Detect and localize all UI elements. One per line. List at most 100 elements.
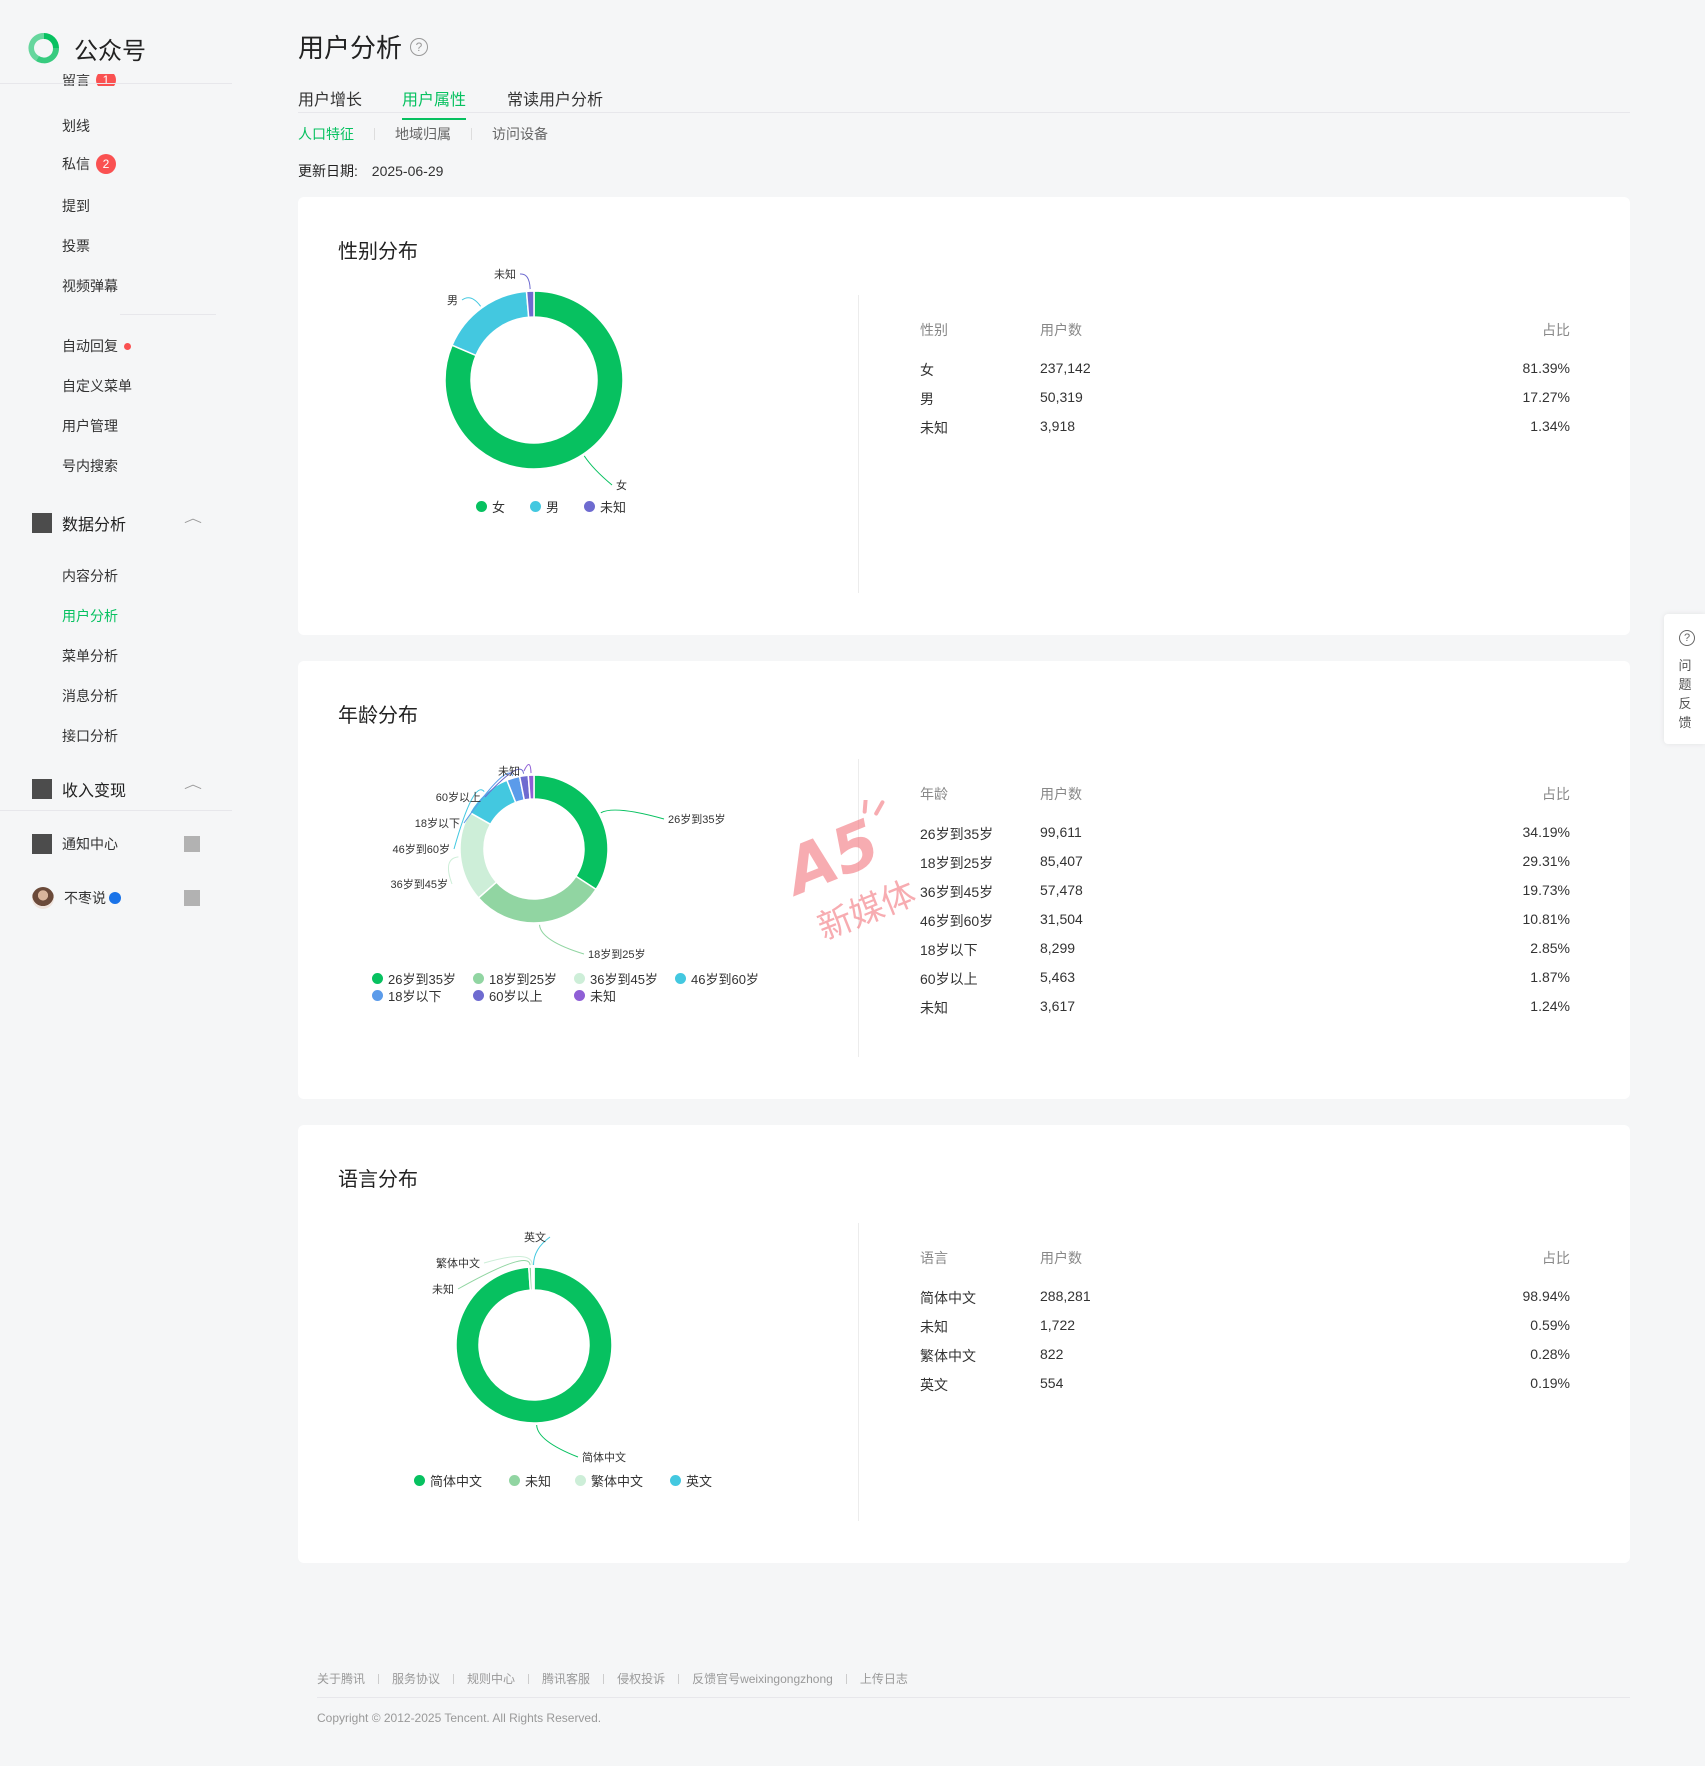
legend-item[interactable]: 未知 xyxy=(584,497,626,516)
sidebar-group-data-analysis[interactable]: 数据分析 ︿ xyxy=(32,511,202,535)
label-leader-line xyxy=(484,768,525,798)
sidebar-item-label: 视频弹幕 xyxy=(62,278,118,294)
legend-label: 60岁以上 xyxy=(489,989,543,1004)
update-date: 更新日期: 2025-06-29 xyxy=(298,161,443,181)
pie-slice[interactable] xyxy=(459,811,498,900)
footer-link[interactable]: 服务协议 xyxy=(392,1672,441,1686)
card-title: 语言分布 xyxy=(338,1169,418,1191)
legend-dot-icon xyxy=(372,990,383,1001)
legend-item[interactable]: 英文 xyxy=(670,1471,712,1490)
subtab-demographics[interactable]: 人口特征 xyxy=(298,126,354,142)
sidebar-item-label: 消息分析 xyxy=(62,688,118,704)
table-row: 男 50,319 17.27% xyxy=(920,389,1570,407)
sidebar-group-monetization[interactable]: 收入变现 ︿ xyxy=(32,777,202,801)
legend-label: 未知 xyxy=(600,500,627,515)
verified-icon xyxy=(109,892,121,904)
tab-user-growth[interactable]: 用户增长 xyxy=(298,92,363,109)
legend-item[interactable]: 60岁以上 xyxy=(473,986,542,1005)
pie-slice[interactable] xyxy=(451,290,530,357)
legend-item[interactable]: 46岁到60岁 xyxy=(675,969,759,988)
legend-item[interactable]: 26岁到35岁 xyxy=(372,969,456,988)
sidebar-item-message-analysis[interactable]: 消息分析 xyxy=(62,686,118,706)
card-divider xyxy=(858,1223,859,1521)
legend-item[interactable]: 简体中文 xyxy=(414,1471,482,1490)
slice-label: 未知 xyxy=(498,764,520,778)
sidebar-item-votes[interactable]: 投票 xyxy=(62,236,90,256)
sidebar-item-user-analysis[interactable]: 用户分析 xyxy=(62,606,118,626)
language-donut-chart: 简体中文 未知 繁体中文 英文 xyxy=(432,1230,626,1464)
legend-dot-icon xyxy=(670,1475,681,1486)
avatar xyxy=(32,887,54,909)
logo-divider xyxy=(0,83,232,84)
row-category: 36岁到45岁 xyxy=(920,884,994,900)
column-header: 占比 xyxy=(1542,1250,1570,1266)
footer-link[interactable]: 规则中心 xyxy=(467,1672,516,1686)
legend-item[interactable]: 18岁以下 xyxy=(372,986,441,1005)
sidebar-item-user-management[interactable]: 用户管理 xyxy=(62,416,118,436)
legend-item[interactable]: 女 xyxy=(476,497,505,516)
row-category: 18岁以下 xyxy=(920,942,978,958)
feedback-label: 问题反馈 xyxy=(1678,658,1692,730)
sidebar-item-label: 菜单分析 xyxy=(62,648,118,664)
feedback-button[interactable]: ? 问题反馈 xyxy=(1664,614,1705,744)
row-percent: 1.24% xyxy=(1530,998,1570,1014)
sidebar-item-highlights[interactable]: 划线 xyxy=(62,116,90,136)
slice-label: 女 xyxy=(616,478,627,492)
slice-label: 60岁以上 xyxy=(436,790,481,804)
pie-slice[interactable] xyxy=(533,774,609,891)
pie-slice[interactable] xyxy=(527,774,535,800)
footer-link[interactable]: 关于腾讯 xyxy=(317,1672,366,1686)
pie-slice[interactable] xyxy=(525,290,535,319)
sidebar-item-api-analysis[interactable]: 接口分析 xyxy=(62,726,118,746)
sidebar-item-mentions[interactable]: 提到 xyxy=(62,196,90,216)
monetization-icon xyxy=(32,779,52,799)
footer-link[interactable]: 上传日志 xyxy=(859,1672,908,1686)
footer-link[interactable]: 腾讯客服 xyxy=(542,1672,591,1686)
sidebar-item-notification-center[interactable]: 通知中心 xyxy=(32,834,204,854)
sidebar-item-video-danmaku[interactable]: 视频弹幕 xyxy=(62,276,118,296)
sidebar-item-messages[interactable]: 私信 2 xyxy=(62,154,116,174)
subtab-region[interactable]: 地域归属 xyxy=(395,126,451,142)
legend-label: 简体中文 xyxy=(430,1474,483,1489)
legend-item[interactable]: 未知 xyxy=(574,986,616,1005)
column-header: 占比 xyxy=(1542,786,1570,802)
footer-link[interactable]: 反馈官号weixingongzhong xyxy=(692,1672,833,1686)
unread-badge: 2 xyxy=(96,154,116,174)
card-title: 年龄分布 xyxy=(338,705,418,727)
pie-slice[interactable] xyxy=(532,1266,535,1291)
sidebar-item-custom-menu[interactable]: 自定义菜单 xyxy=(62,376,132,396)
sidebar-item-comments[interactable]: 留言 1 xyxy=(62,74,116,86)
tab-user-attributes[interactable]: 用户属性 xyxy=(402,86,467,120)
subtab-devices[interactable]: 访问设备 xyxy=(492,126,548,142)
legend-item[interactable]: 繁体中文 xyxy=(575,1471,643,1490)
sidebar-account[interactable]: 不枣说 xyxy=(32,887,204,909)
slice-label: 26岁到35岁 xyxy=(668,812,725,826)
legend-item[interactable]: 男 xyxy=(530,497,559,516)
help-icon[interactable]: ? xyxy=(410,37,429,56)
legend-dot-icon xyxy=(414,1475,425,1486)
table-row: 未知 1,722 0.59% xyxy=(920,1317,1570,1335)
sidebar-item-content-analysis[interactable]: 内容分析 xyxy=(62,566,118,586)
table-row: 18岁以下 8,299 2.85% xyxy=(920,940,1570,958)
row-percent: 2.85% xyxy=(1530,940,1570,956)
sidebar-item-in-account-search[interactable]: 号内搜索 xyxy=(62,456,118,476)
tab-frequent-readers[interactable]: 常读用户分析 xyxy=(507,92,604,109)
footer-link[interactable]: 侵权投诉 xyxy=(617,1672,666,1686)
column-header: 语言 xyxy=(920,1250,948,1266)
sidebar-item-menu-analysis[interactable]: 菜单分析 xyxy=(62,646,118,666)
legend-item[interactable]: 未知 xyxy=(509,1471,551,1490)
column-header: 占比 xyxy=(1542,322,1570,338)
pie-slice[interactable] xyxy=(444,290,624,470)
chevron-up-icon: ︿ xyxy=(183,777,203,791)
legend-dot-icon xyxy=(509,1475,520,1486)
page-title-text: 用户分析 xyxy=(298,33,403,63)
legend-item[interactable]: 18岁到25岁 xyxy=(473,969,557,988)
row-percent: 34.19% xyxy=(1522,824,1570,840)
gender-distribution-card: 性别分布 女男未知 女男未知 性别 用户数 占比女 237,142 81.39% 男 50,… xyxy=(298,197,1630,635)
row-user-count: 5,463 xyxy=(1040,969,1076,985)
sidebar-item-auto-reply[interactable]: 自动回复 xyxy=(62,336,131,356)
row-user-count: 85,407 xyxy=(1040,853,1083,869)
logo[interactable]: 公众号 xyxy=(26,28,146,68)
pie-slice[interactable] xyxy=(455,1266,613,1424)
legend-item[interactable]: 36岁到45岁 xyxy=(574,969,658,988)
